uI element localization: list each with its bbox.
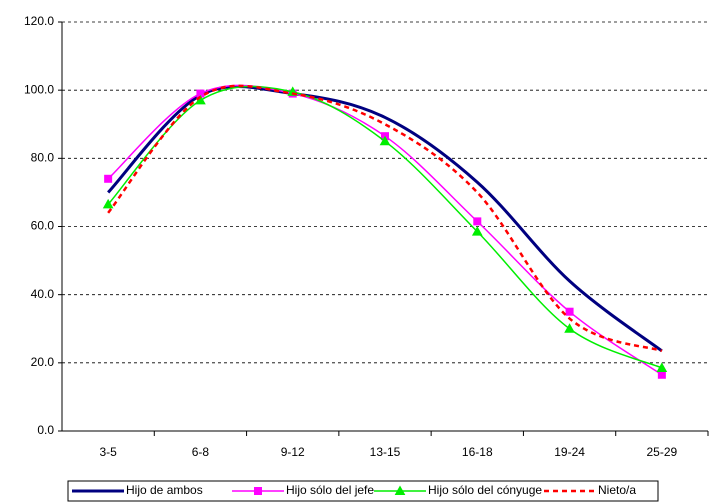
y-tick-label: 0.0 [37,423,54,437]
x-tick-label: 16-18 [462,445,493,459]
y-tick-label: 20.0 [31,355,55,369]
data-point [473,217,482,226]
data-point [565,307,574,316]
y-tick-label: 100.0 [24,82,54,96]
x-tick-label: 3-5 [99,445,117,459]
x-tick-label: 13-15 [370,445,401,459]
legend-label: Nieto/a [598,483,636,497]
y-tick-label: 80.0 [31,151,55,165]
x-tick-label: 6-8 [192,445,210,459]
legend-marker [394,485,406,495]
data-point [471,226,483,236]
y-tick-label: 40.0 [31,287,55,301]
y-tick-label: 120.0 [24,14,54,28]
data-point [102,198,114,209]
legend-marker [254,487,262,495]
legend-label: Hijo sólo del jefe [286,483,374,497]
legend-label: Hijo sólo del cónyuge [428,483,542,497]
x-tick-label: 25-29 [647,445,678,459]
legend-box [67,480,659,502]
y-tick-label: 60.0 [31,219,55,233]
data-point [104,174,113,183]
data-point [656,362,668,372]
legend-label: Hijo de ambos [126,483,203,497]
x-tick-label: 19-24 [554,445,585,459]
series-line [107,84,663,353]
series-line [107,84,663,376]
legend: Hijo de ambos Hijo sólo del jefe Hijo sólo… [67,480,659,502]
series-line [107,85,663,353]
x-tick-label: 9-12 [281,445,305,459]
data-point [657,370,666,379]
data-point [379,135,391,146]
data-point [564,323,575,333]
